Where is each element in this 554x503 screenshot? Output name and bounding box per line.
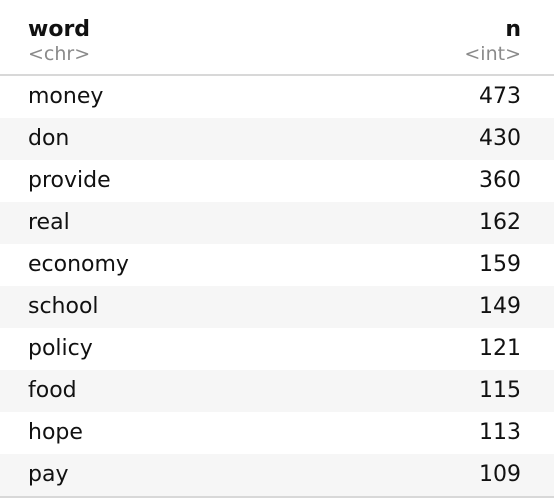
cell-word: pay (0, 454, 277, 498)
cell-n: 159 (277, 244, 554, 286)
table-row: provide 360 (0, 160, 554, 202)
table-row: pay 109 (0, 454, 554, 498)
table-header: word n <chr> <int> (0, 0, 554, 76)
cell-word: real (0, 202, 277, 244)
cell-word: hope (0, 412, 277, 454)
cell-word: policy (0, 328, 277, 370)
cell-word: economy (0, 244, 277, 286)
column-header-n[interactable]: n (505, 17, 521, 42)
table-row: don 430 (0, 118, 554, 160)
cell-n: 115 (277, 370, 554, 412)
cell-word: don (0, 118, 277, 160)
table-row: real 162 (0, 202, 554, 244)
table-row: economy 159 (0, 244, 554, 286)
table-body: money 473 don 430 provide 360 real 162 e… (0, 75, 554, 498)
cell-word: food (0, 370, 277, 412)
cell-n: 113 (277, 412, 554, 454)
cell-word: provide (0, 160, 277, 202)
cell-n: 360 (277, 160, 554, 202)
table-row: food 115 (0, 370, 554, 412)
table-row: hope 113 (0, 412, 554, 454)
cell-n: 121 (277, 328, 554, 370)
cell-word: school (0, 286, 277, 328)
table-row: policy 121 (0, 328, 554, 370)
table-row: money 473 (0, 75, 554, 118)
column-type-n: <int> (277, 42, 554, 76)
cell-n: 430 (277, 118, 554, 160)
column-name-row: word n (0, 0, 554, 42)
cell-n: 473 (277, 75, 554, 118)
cell-word: money (0, 75, 277, 118)
column-header-word[interactable]: word (28, 17, 91, 42)
column-type-row: <chr> <int> (0, 42, 554, 76)
cell-n: 109 (277, 454, 554, 498)
table-row: school 149 (0, 286, 554, 328)
column-type-word: <chr> (0, 42, 277, 76)
cell-n: 162 (277, 202, 554, 244)
cell-n: 149 (277, 286, 554, 328)
